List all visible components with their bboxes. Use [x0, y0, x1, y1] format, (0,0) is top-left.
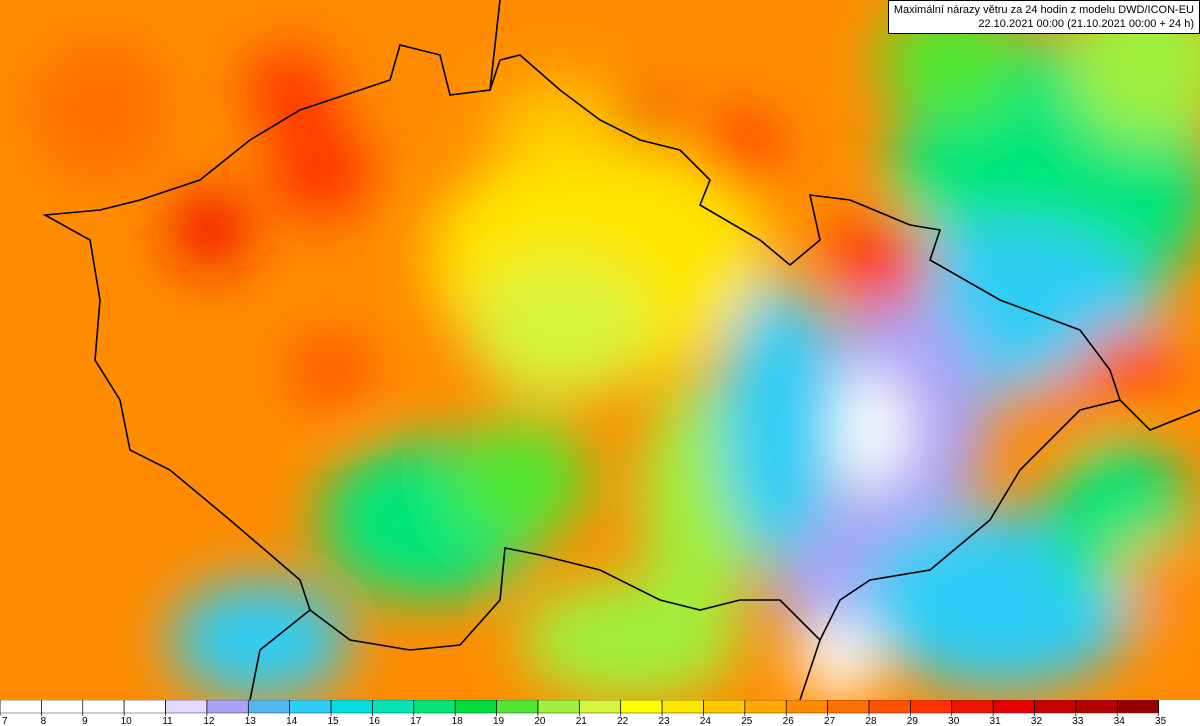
legend-label: 29: [907, 716, 919, 726]
legend-label: 31: [990, 716, 1002, 726]
legend-swatch: [206, 700, 249, 714]
legend-swatch: [992, 700, 1035, 714]
field-patch: [30, 40, 170, 180]
legend-label: 28: [865, 716, 877, 726]
field-patch: [1020, 375, 1100, 425]
legend-label: 30: [948, 716, 960, 726]
legend-label: 18: [452, 716, 464, 726]
title-box: Maximální nárazy větru za 24 hodin z mod…: [887, 0, 1200, 34]
field-patch: [830, 210, 930, 310]
legend-label: 17: [410, 716, 422, 726]
legend-label: 15: [327, 716, 339, 726]
legend-label: 34: [1114, 716, 1126, 726]
legend-label: 12: [203, 716, 215, 726]
legend-swatch: [165, 700, 208, 714]
legend-label: 26: [783, 716, 795, 726]
country-border: [42, 44, 1122, 651]
legend-swatch: [827, 700, 870, 714]
field-patch: [270, 120, 370, 220]
legend-label: 25: [741, 716, 753, 726]
legend-swatch: [496, 700, 539, 714]
legend-label: 11: [162, 716, 173, 726]
legend-swatch: [910, 700, 952, 714]
legend-swatch: [1075, 700, 1118, 714]
field-patch: [1080, 330, 1180, 390]
field-patch: [170, 580, 350, 700]
legend-swatch: [703, 700, 746, 714]
legend-label: 22: [617, 716, 629, 726]
field-patch: [1120, 540, 1200, 620]
legend-label: 20: [534, 716, 546, 726]
legend-swatch: [868, 700, 911, 714]
field-patch: [245, 50, 335, 130]
legend-label: 23: [659, 716, 671, 726]
legend-swatch: [1034, 700, 1077, 714]
legend-swatch: [1116, 700, 1159, 714]
legend-swatch: [41, 700, 84, 714]
legend-swatch: [744, 700, 787, 714]
legend-swatch: [454, 700, 497, 714]
legend-label: 10: [121, 716, 133, 726]
legend-swatch: [330, 700, 373, 714]
field-patch: [1070, 0, 1200, 140]
legend-swatch: [951, 700, 994, 714]
wind-field: [30, 0, 1200, 700]
map-title: Maximální nárazy větru za 24 hodin z mod…: [893, 4, 1194, 16]
legend-swatch: [123, 700, 166, 714]
legend-label: 13: [245, 716, 257, 726]
legend-swatch: [620, 700, 663, 714]
field-patch: [490, 80, 630, 160]
legend-label: 32: [1031, 716, 1043, 726]
field-patch: [170, 190, 250, 270]
neighbor-border: [249, 0, 1200, 700]
legend-label: 7: [2, 716, 8, 726]
legend-label: 8: [41, 716, 47, 726]
legend-label: 9: [82, 716, 88, 726]
legend-swatch: [0, 700, 42, 714]
legend-label: 14: [286, 716, 298, 726]
legend-swatch: [537, 700, 580, 714]
legend-swatch: [785, 700, 828, 714]
legend-swatch: [579, 700, 621, 714]
field-patch: [450, 420, 590, 540]
map-subtitle: 22.10.2021 00:00 (21.10.2021 00:00 + 24 …: [978, 18, 1194, 30]
legend-label: 16: [369, 716, 381, 726]
legend: 7 8 9 10 11 12 13 14 15 16 17 18 19 20 21 22 23 24 25 26 27 2…: [0, 700, 1167, 726]
field-patch: [720, 280, 840, 560]
legend-label: 27: [824, 716, 836, 726]
field-patch: [470, 260, 650, 400]
legend-swatch: [413, 700, 456, 714]
field-patch: [700, 115, 780, 185]
legend-label: 33: [1072, 716, 1084, 726]
field-patch: [290, 335, 370, 405]
legend-label: 19: [493, 716, 505, 726]
legend-swatch: [661, 700, 704, 714]
map: [0, 0, 1200, 700]
legend-swatch: [372, 700, 415, 714]
legend-swatch: [248, 700, 290, 714]
legend-label: 21: [576, 716, 588, 726]
legend-swatch: [82, 700, 125, 714]
legend-label: 24: [700, 716, 712, 726]
legend-label: 35: [1155, 716, 1167, 726]
field-patch: [830, 370, 910, 490]
legend-swatch: [289, 700, 332, 714]
